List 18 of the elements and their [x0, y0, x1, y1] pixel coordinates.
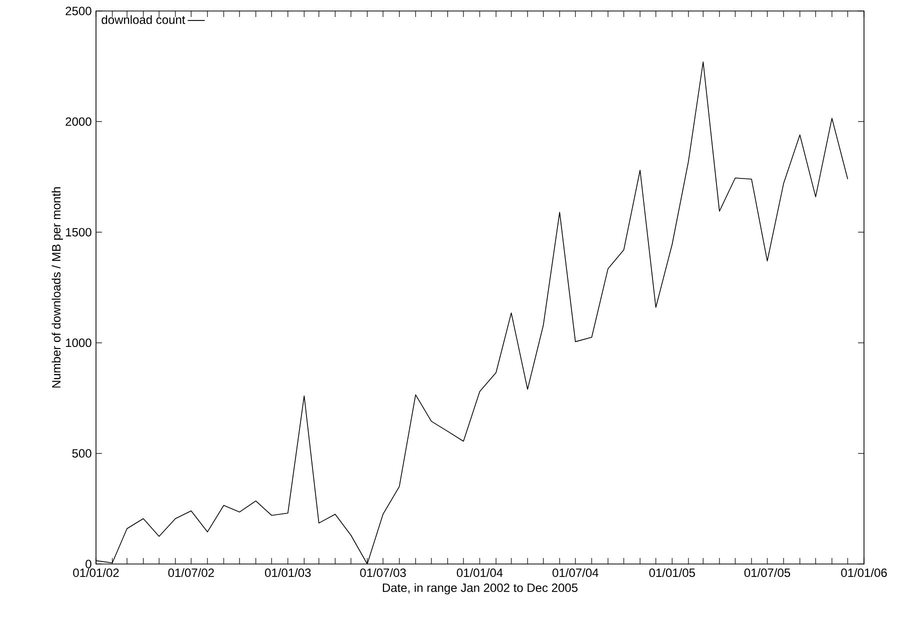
x-tick-label: 01/01/04 — [456, 568, 503, 578]
x-tick-label: 01/01/03 — [264, 568, 311, 578]
y-tick-label: 1500 — [66, 228, 92, 236]
x-axis-title: Date, in range Jan 2002 to Dec 2005 — [382, 583, 578, 594]
x-tick-label: 01/07/04 — [552, 568, 598, 578]
y-tick-label: 1000 — [66, 338, 92, 348]
y-tick-label: 2500 — [66, 6, 92, 16]
x-tick-label: 01/07/02 — [168, 568, 214, 578]
y-tick-label: 0 — [86, 560, 92, 568]
y-tick-label: 2000 — [66, 117, 92, 126]
x-tick-label: 01/07/03 — [360, 568, 406, 578]
y-tick-label: 500 — [72, 449, 92, 458]
x-tick-label: 01/01/05 — [649, 568, 695, 578]
legend-label: download count — [102, 15, 186, 24]
x-tick-label: 01/01/02 — [73, 568, 119, 578]
y-axis-title: Number of downloads / MB per month — [52, 187, 63, 388]
x-tick-label: 01/01/06 — [841, 568, 887, 578]
x-tick-label: 01/07/05 — [744, 568, 790, 578]
